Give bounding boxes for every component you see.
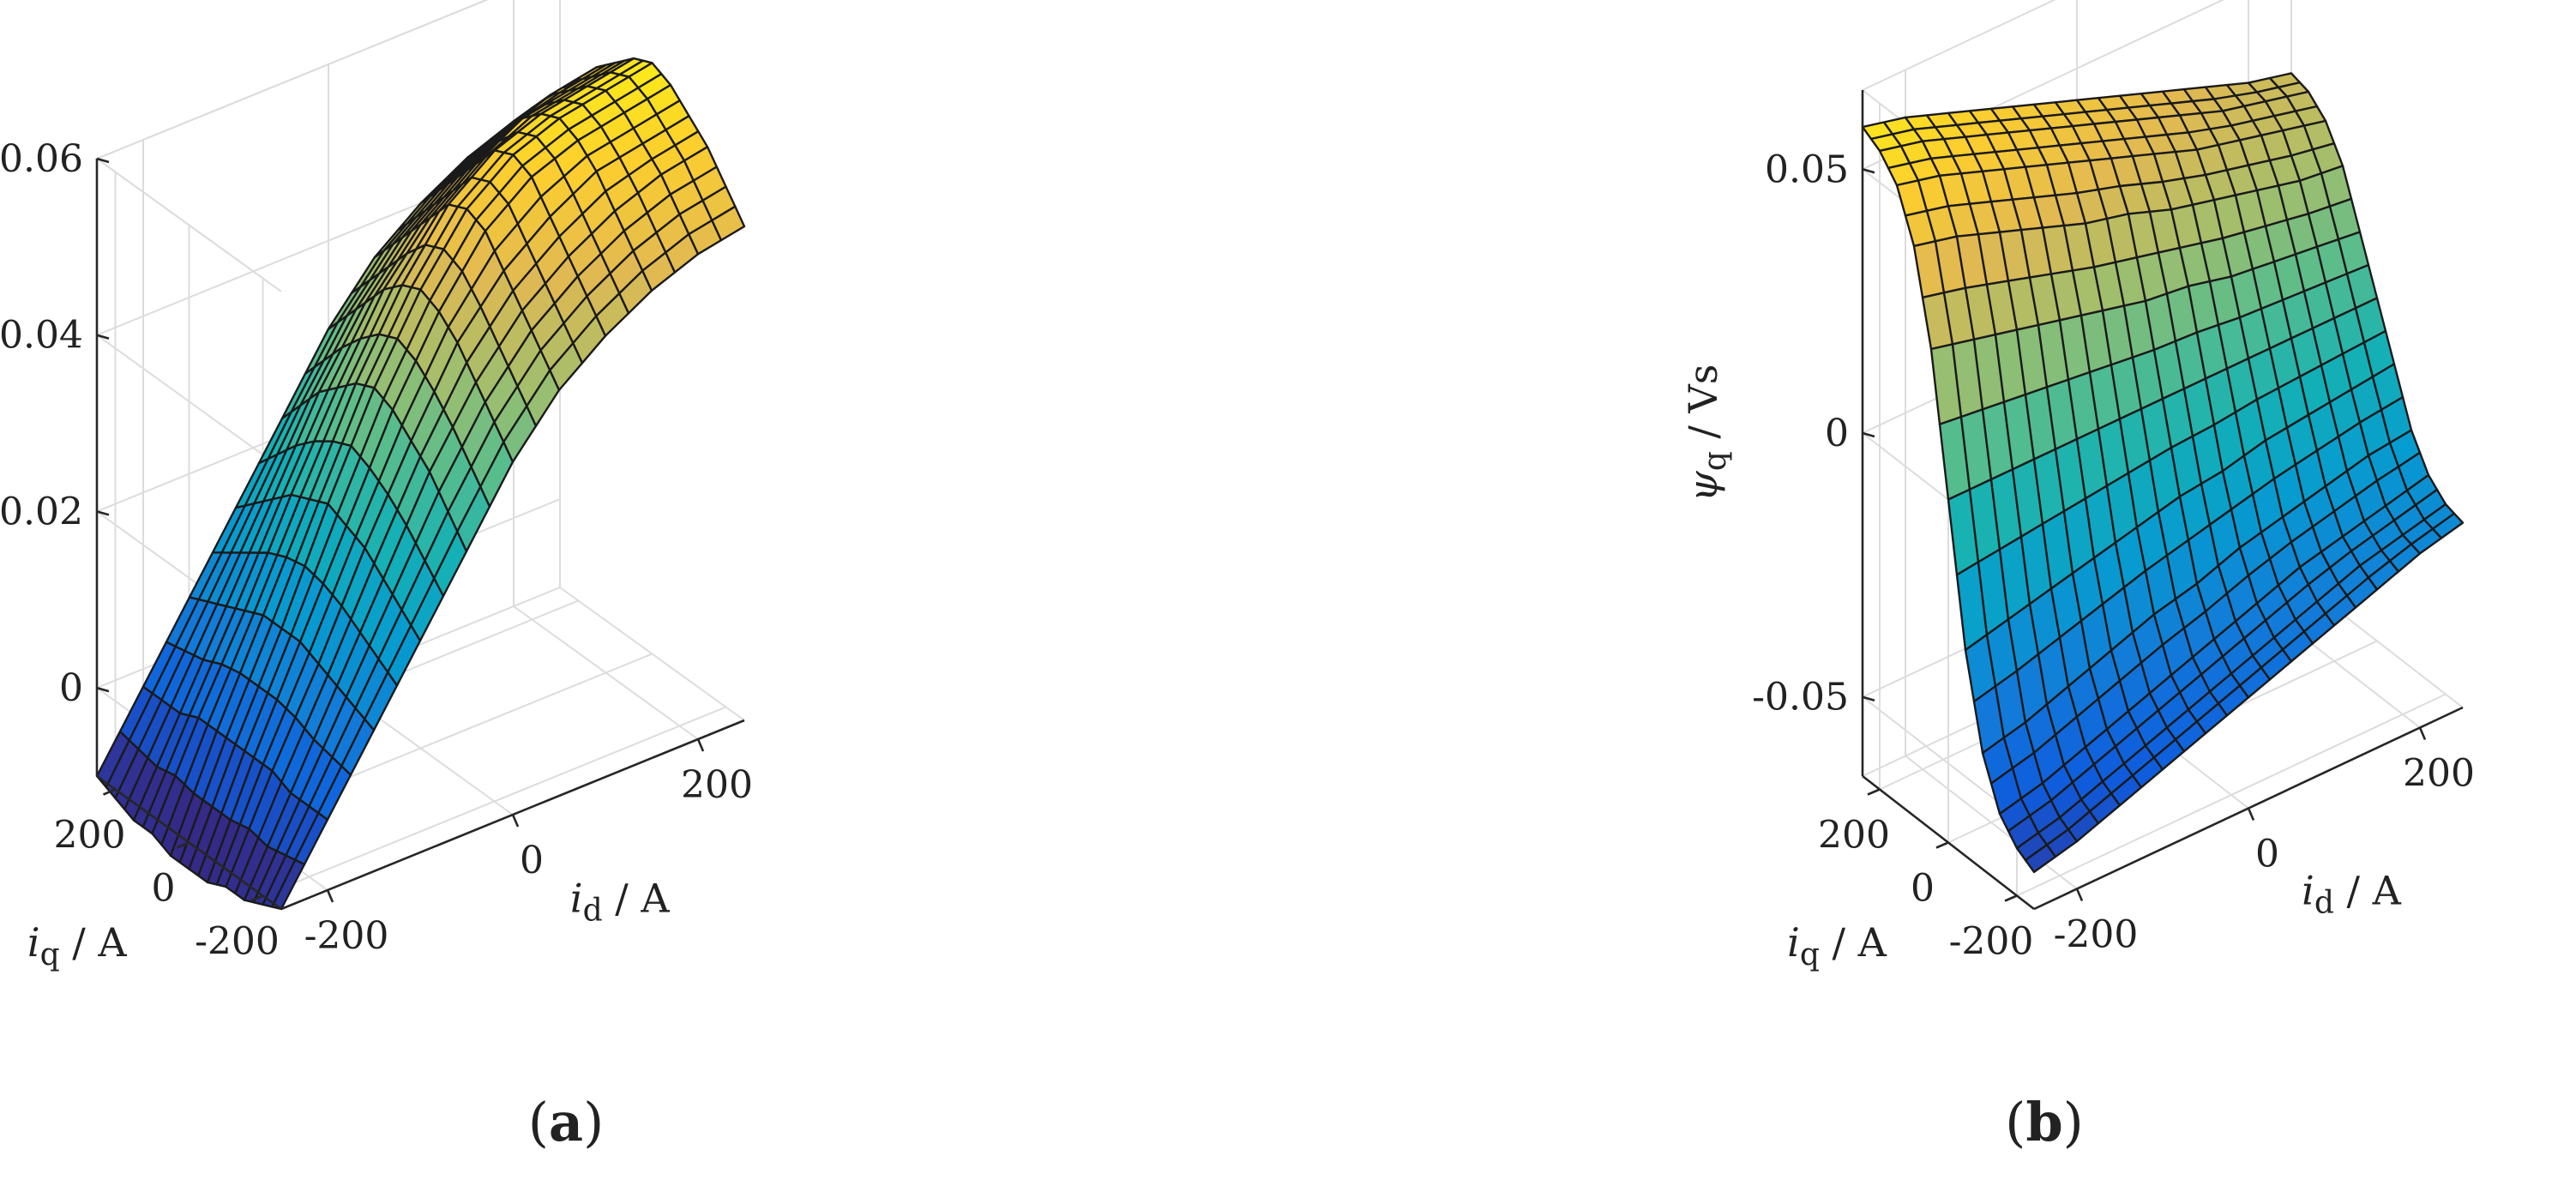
z-tick bbox=[96, 686, 110, 693]
y-tick bbox=[102, 788, 117, 796]
y-axis-label: iq / A bbox=[1787, 919, 1887, 972]
axes bbox=[1861, 90, 2464, 911]
x-tick-label: 200 bbox=[681, 763, 753, 807]
z-tick-label: 0 bbox=[1825, 412, 1849, 455]
y-tick bbox=[1867, 788, 1881, 796]
x-tick-label: 0 bbox=[2255, 833, 2279, 876]
z-tick-label: 0.02 bbox=[0, 490, 83, 533]
surface-patch bbox=[2431, 512, 2465, 539]
z-tick-label: 0.04 bbox=[0, 314, 83, 358]
z-tick bbox=[1862, 695, 1875, 701]
z-tick bbox=[96, 157, 110, 164]
z-axis-label: ψq / Vs bbox=[1680, 364, 1733, 503]
axes bbox=[95, 157, 745, 911]
z-tick bbox=[96, 334, 110, 340]
z-tick-label: 0.06 bbox=[0, 137, 83, 181]
z-tick-label: 0.05 bbox=[1765, 148, 1849, 191]
x-tick bbox=[2247, 807, 2255, 822]
x-tick-label: 0 bbox=[520, 839, 544, 882]
x-axis-label: id / A bbox=[2302, 867, 2402, 920]
y-tick-label: 0 bbox=[1911, 867, 1935, 911]
z-tick-label: 0 bbox=[59, 666, 83, 710]
subplot-b: -200 0 200 -200 0 200 -0.05 0 0.05 id / A iq / A ψq… bbox=[1680, 0, 2475, 972]
subplot-a: -200 0 200 -200 0 200 0 0.02 0.04 0.06 id / A iq / … bbox=[0, 0, 753, 972]
x-tick bbox=[696, 738, 705, 752]
x-tick bbox=[511, 814, 520, 828]
grid-line bbox=[96, 0, 489, 160]
y-tick-label: 200 bbox=[1818, 814, 1890, 858]
y-tick bbox=[176, 841, 190, 849]
z-tick bbox=[1862, 168, 1875, 174]
y-tick-label: -200 bbox=[195, 920, 280, 964]
tick-labels: -200 0 200 -200 0 200 0 0.02 0.04 0.06 bbox=[0, 137, 753, 964]
x-tick-label: 200 bbox=[2403, 752, 2475, 796]
z-tick bbox=[1862, 431, 1875, 438]
surface bbox=[95, 57, 746, 911]
x-tick-label: -200 bbox=[2054, 913, 2139, 957]
y-tick-label: -200 bbox=[1949, 920, 2034, 964]
surface bbox=[1861, 72, 2465, 874]
y-axis-label: iq / A bbox=[27, 919, 128, 972]
grid-line bbox=[1862, 0, 2056, 91]
z-tick-label: -0.05 bbox=[1752, 676, 1849, 719]
y-tick-label: 200 bbox=[54, 814, 126, 858]
caption-a: (a) bbox=[528, 1091, 605, 1153]
x-tick bbox=[2418, 726, 2427, 741]
caption-b: (b) bbox=[2005, 1091, 2084, 1153]
y-tick-label: 0 bbox=[152, 867, 176, 911]
y-tick bbox=[1935, 841, 1949, 849]
x-tick-label: -200 bbox=[304, 914, 389, 958]
surface-patch bbox=[711, 205, 746, 242]
grid-line bbox=[559, 587, 745, 721]
z-tick bbox=[96, 510, 110, 516]
tick-labels: -200 0 200 -200 0 200 -0.05 0 0.05 bbox=[1752, 148, 2475, 963]
grid-line bbox=[96, 158, 282, 292]
y-tick bbox=[2004, 894, 2018, 902]
x-tick bbox=[2075, 888, 2084, 902]
x-tick bbox=[326, 889, 334, 903]
y-tick bbox=[250, 894, 264, 902]
x-axis-label: id / A bbox=[570, 876, 671, 929]
